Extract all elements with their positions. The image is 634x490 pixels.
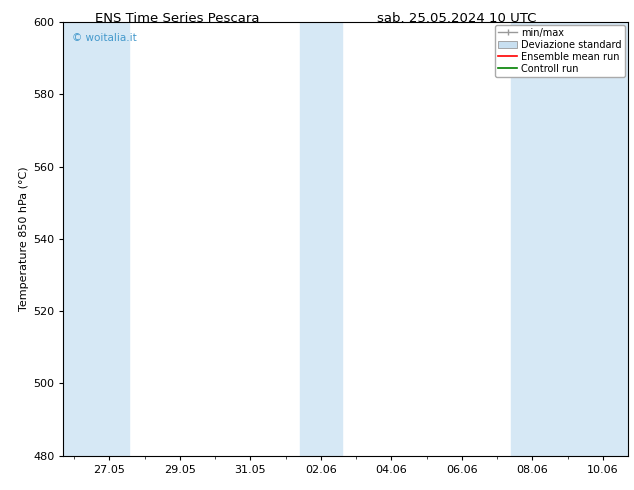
Bar — [511, 22, 628, 456]
Bar — [63, 22, 129, 456]
Bar — [300, 22, 342, 456]
Text: ENS Time Series Pescara: ENS Time Series Pescara — [95, 12, 260, 25]
Text: © woitalia.it: © woitalia.it — [72, 33, 136, 43]
Y-axis label: Temperature 850 hPa (°C): Temperature 850 hPa (°C) — [19, 167, 29, 311]
Text: sab. 25.05.2024 10 UTC: sab. 25.05.2024 10 UTC — [377, 12, 536, 25]
Legend: min/max, Deviazione standard, Ensemble mean run, Controll run: min/max, Deviazione standard, Ensemble m… — [495, 25, 624, 76]
